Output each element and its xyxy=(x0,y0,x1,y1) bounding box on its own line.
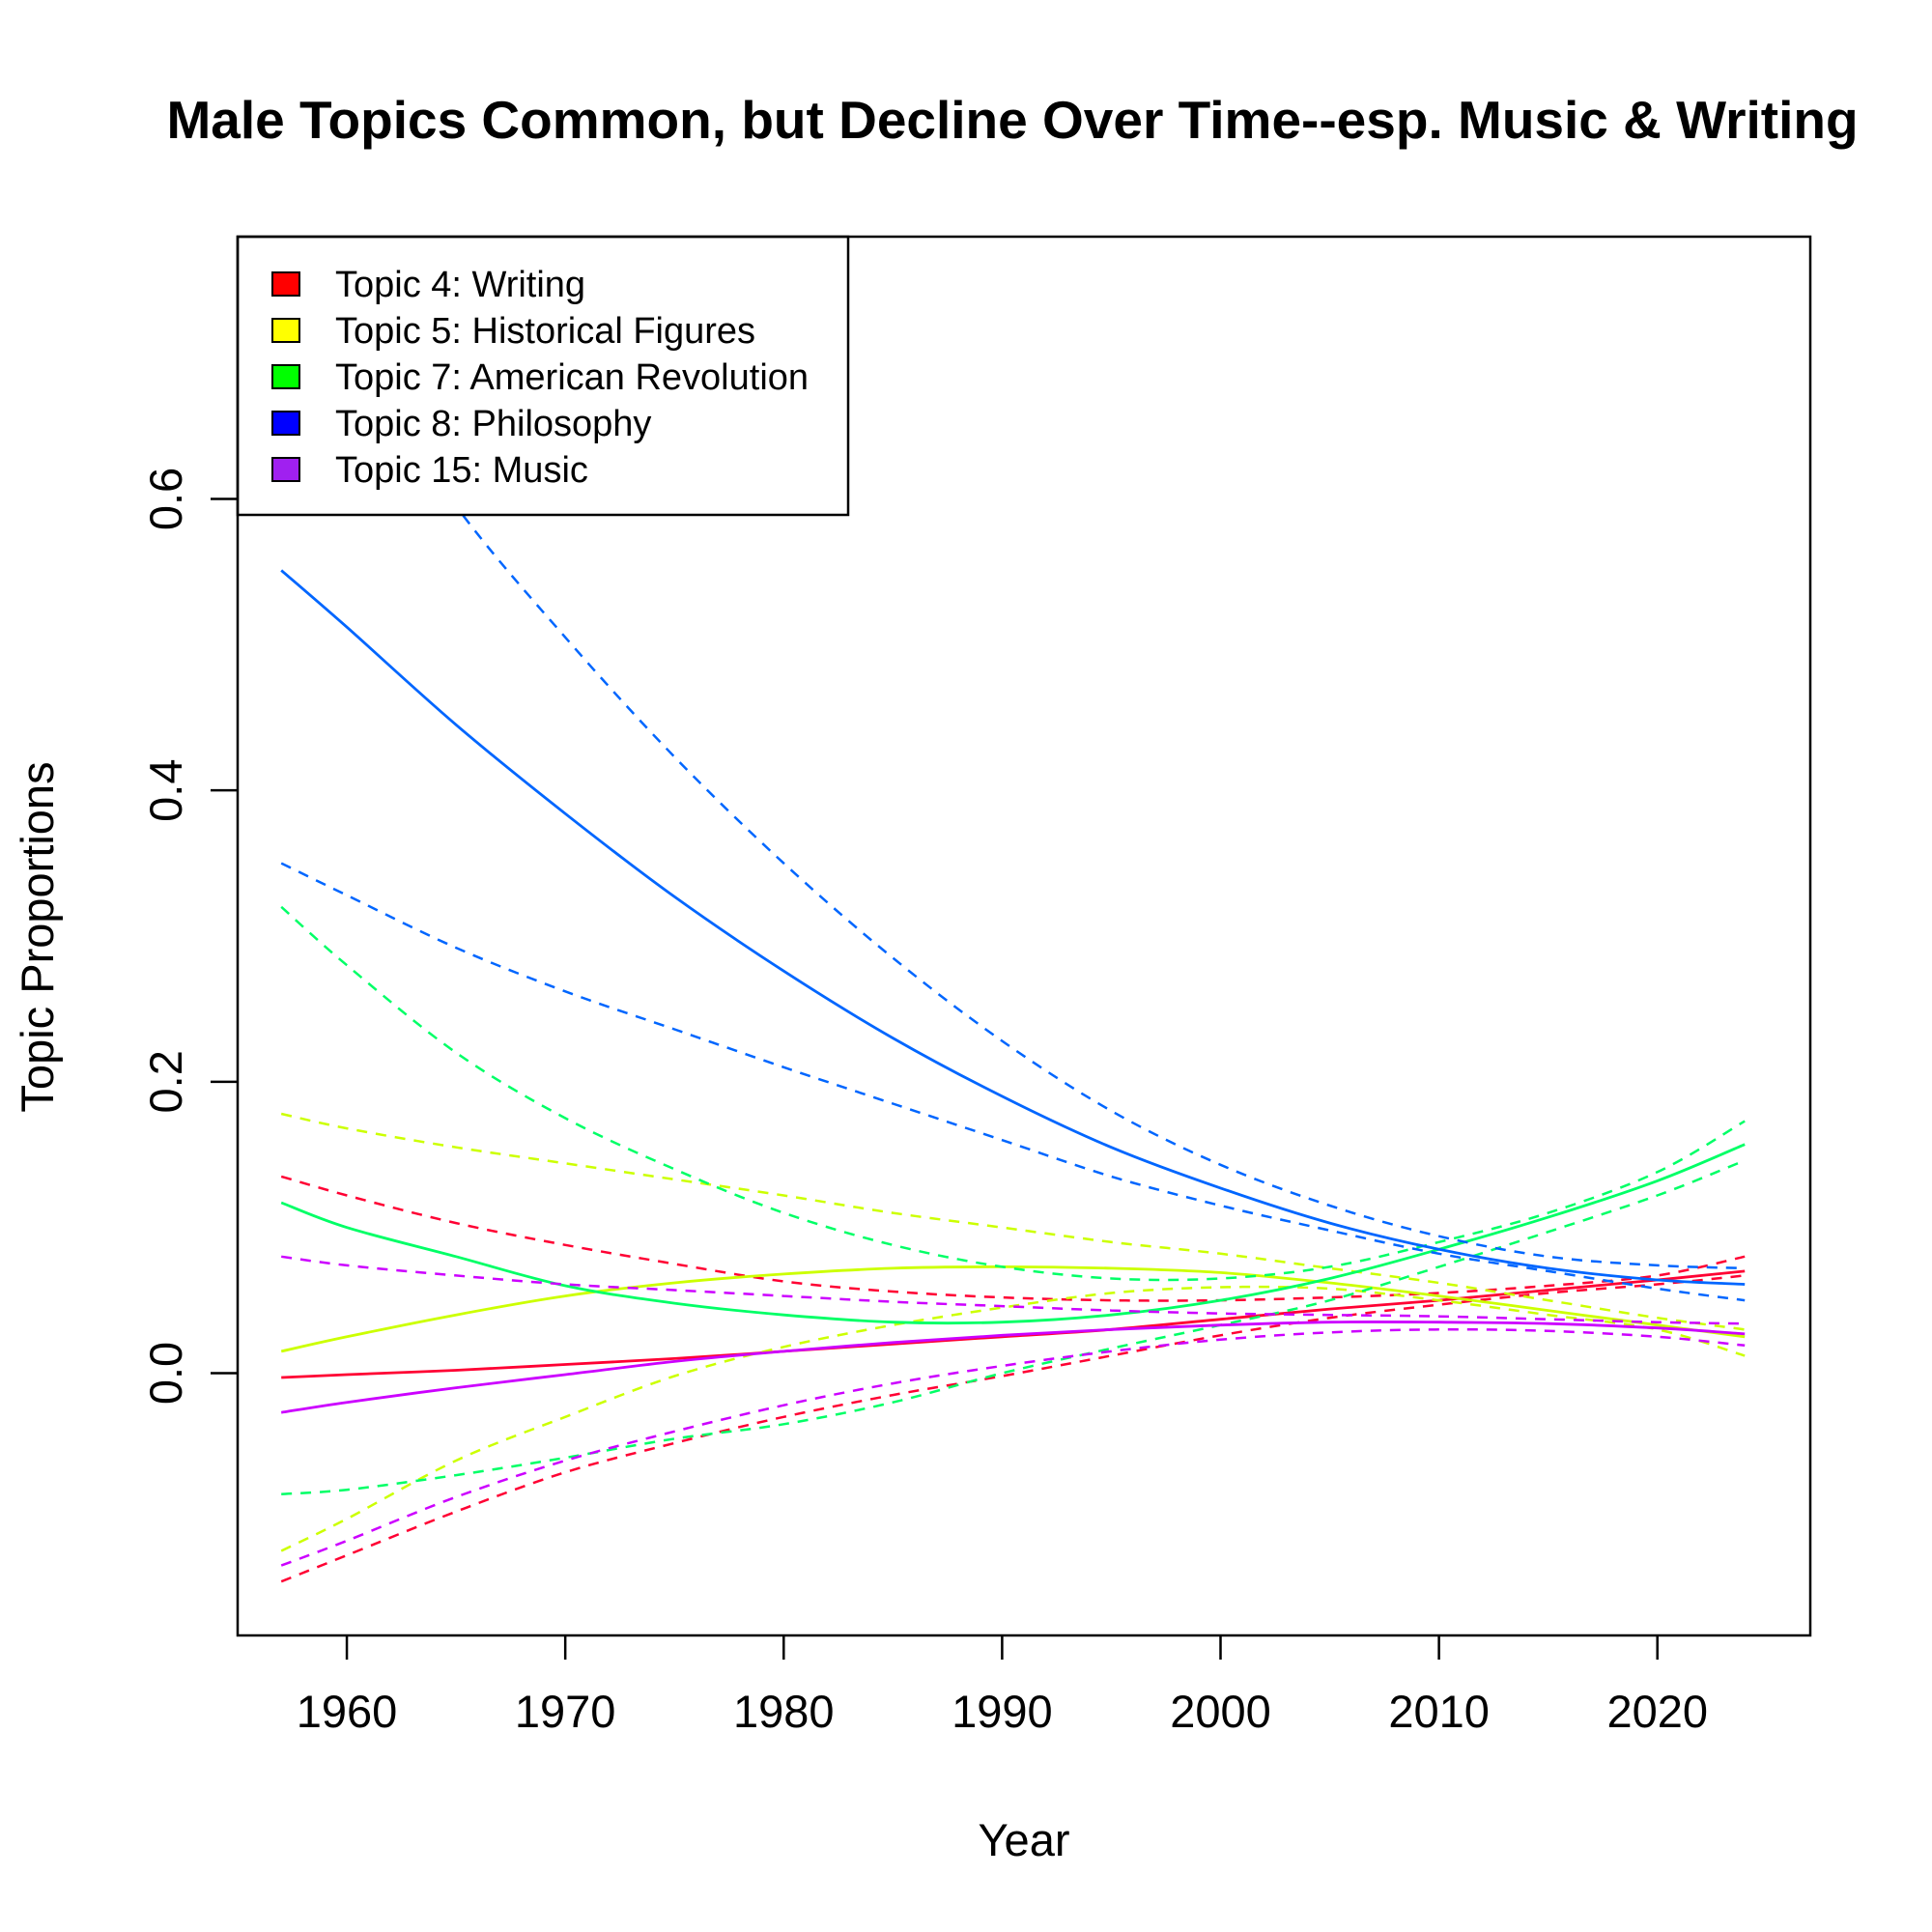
series-lower-ci-line xyxy=(280,862,1746,1302)
series-upper-ci-line xyxy=(280,905,1746,1282)
series-layer xyxy=(280,265,1746,1583)
legend-label: Topic 7: American Revolution xyxy=(335,357,809,398)
x-tick-label: 1980 xyxy=(733,1686,835,1737)
legend-item: Topic 4: Writing xyxy=(271,265,585,305)
legend-label: Topic 15: Music xyxy=(335,450,588,491)
series-upper-ci-line xyxy=(280,1175,1746,1302)
chart-title: Male Topics Common, but Decline Over Tim… xyxy=(166,90,1858,150)
legend-label: Topic 8: Philosophy xyxy=(335,404,651,444)
legend-label: Topic 4: Writing xyxy=(335,265,585,305)
x-tick-label: 1990 xyxy=(952,1686,1053,1737)
legend-swatch xyxy=(271,318,300,343)
legend-item: Topic 7: American Revolution xyxy=(271,357,809,398)
series-upper-ci-line xyxy=(280,1112,1746,1331)
series-topic-4-writing xyxy=(280,1175,1746,1583)
y-axis: 0.0 0.2 0.4 0.6 xyxy=(140,468,238,1405)
x-axis: 1960 1970 1980 1990 2000 2010 2020 xyxy=(297,1635,1708,1737)
x-axis-label: Year xyxy=(979,1814,1070,1865)
legend-label: Topic 5: Historical Figures xyxy=(335,311,755,352)
x-tick-label: 1970 xyxy=(515,1686,616,1737)
y-tick-label: 0.6 xyxy=(140,468,191,530)
legend-swatch xyxy=(271,271,300,297)
series-lower-ci-line xyxy=(280,1285,1746,1552)
legend-item: Topic 8: Philosophy xyxy=(271,404,651,444)
legend-swatch xyxy=(271,364,300,389)
x-tick-label: 2020 xyxy=(1606,1686,1708,1737)
series-lower-ci-line xyxy=(280,1274,1746,1583)
series-mean-line xyxy=(280,569,1746,1286)
legend: Topic 4: Writing Topic 5: Historical Figu… xyxy=(236,235,850,517)
series-mean-line xyxy=(280,1321,1746,1414)
y-tick-label: 0.4 xyxy=(140,758,191,821)
series-lower-ci-line xyxy=(280,1327,1746,1567)
series-topic-7-american-revolution xyxy=(280,905,1746,1495)
legend-item: Topic 15: Music xyxy=(271,450,588,491)
series-upper-ci-line xyxy=(281,1255,1746,1325)
x-tick-label: 2010 xyxy=(1388,1686,1490,1737)
y-axis-label: Topic Proportions xyxy=(12,761,63,1112)
legend-swatch xyxy=(271,457,300,482)
legend-item: Topic 5: Historical Figures xyxy=(271,311,755,352)
x-tick-label: 1960 xyxy=(297,1686,398,1737)
x-tick-label: 2000 xyxy=(1170,1686,1271,1737)
series-topic-8-philosophy xyxy=(280,265,1746,1302)
series-lower-ci-line xyxy=(281,1159,1746,1495)
series-topic-15-music xyxy=(280,1255,1746,1567)
series-topic-5-historical-figures xyxy=(280,1112,1746,1552)
y-tick-label: 0.2 xyxy=(140,1050,191,1113)
plot-frame xyxy=(236,235,1812,1637)
legend-swatch xyxy=(271,411,300,436)
series-mean-line xyxy=(280,1143,1746,1325)
series-upper-ci-line xyxy=(280,265,1746,1270)
y-tick-label: 0.0 xyxy=(140,1342,191,1405)
